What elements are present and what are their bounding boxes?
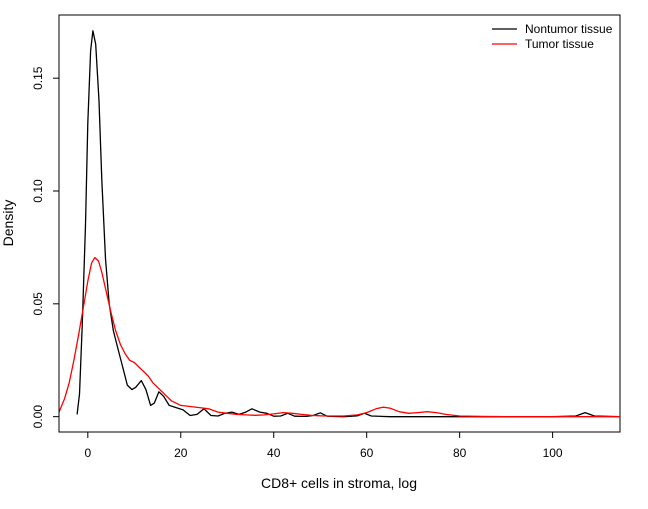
x-tick-label-100: 100 [543,446,563,460]
y-tick-label-1: 0.05 [31,292,45,316]
x-tick-label-80: 80 [453,446,467,460]
legend-label-nontumor: Nontumor tissue [525,22,613,36]
y-tick-label-3: 0.15 [31,66,45,90]
series-line-tumor-tissue [58,256,620,418]
x-axis-title: CD8+ cells in stroma, log [261,475,417,491]
x-tick-label-40: 40 [267,446,281,460]
legend: Nontumor tissue Tumor tissue [492,22,613,51]
x-tick-label-60: 60 [360,446,374,460]
y-axis-title: Density [0,200,16,247]
y-axis: 0.00 0.05 0.10 0.15 [31,66,60,429]
series-group [58,30,621,418]
plot-frame [58,14,621,433]
series-line-nontumor-tissue [76,30,621,418]
y-tick-label-0: 0.00 [31,405,45,429]
x-axis: 0 20 40 60 80 100 [84,431,563,460]
legend-label-tumor: Tumor tissue [525,37,594,51]
x-tick-label-20: 20 [174,446,188,460]
x-tick-label-0: 0 [84,446,91,460]
y-tick-label-2: 0.10 [31,179,45,203]
